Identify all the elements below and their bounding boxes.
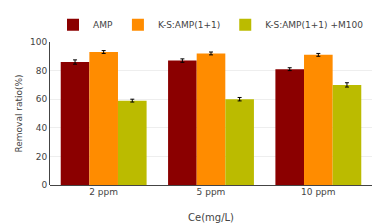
svg-text:80: 80 [36, 66, 48, 76]
svg-text:5 ppm: 5 ppm [197, 187, 226, 197]
svg-text:60: 60 [36, 94, 48, 104]
svg-text:10 ppm: 10 ppm [301, 187, 336, 197]
svg-text:Removal ratio(%): Removal ratio(%) [14, 74, 24, 152]
svg-text:K-S:AMP(1+1) +M100: K-S:AMP(1+1) +M100 [265, 20, 363, 30]
svg-text:20: 20 [36, 152, 48, 162]
svg-text:K-S:AMP(1+1): K-S:AMP(1+1) [158, 20, 220, 30]
svg-text:40: 40 [36, 123, 48, 133]
svg-text:Ce(mg/L): Ce(mg/L) [188, 212, 234, 223]
svg-text:2 ppm: 2 ppm [89, 187, 118, 197]
svg-text:100: 100 [30, 37, 47, 47]
svg-text:AMP: AMP [93, 20, 113, 30]
svg-text:0: 0 [41, 180, 47, 190]
